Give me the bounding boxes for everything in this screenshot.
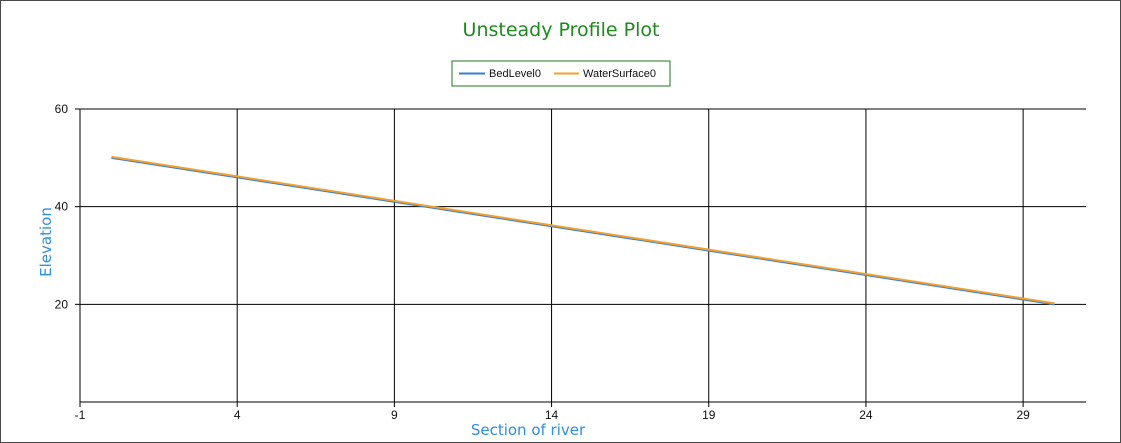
y-tick-label: 40	[55, 200, 69, 214]
axes	[75, 108, 1086, 407]
legend: BedLevel0 WaterSurface0	[451, 60, 671, 87]
x-tick-label: 14	[545, 408, 559, 422]
legend-label-watersurface: WaterSurface0	[583, 68, 656, 80]
y-tick-label: 60	[55, 102, 69, 116]
y-tick-label: 20	[55, 297, 69, 311]
x-tick-label: 19	[702, 408, 716, 422]
tick-labels: -1 4 9 14 19 24 29 20 40 60	[55, 102, 1030, 422]
x-tick-label: 29	[1016, 408, 1030, 422]
y-axis-title: Elevation	[37, 207, 55, 277]
x-tick-label: 9	[391, 408, 398, 422]
legend-label-bedlevel: BedLevel0	[489, 68, 541, 80]
grid	[80, 108, 1086, 402]
x-tick-label: 4	[234, 408, 241, 422]
series-line-watersurface0	[111, 155, 1055, 305]
series-lines	[111, 155, 1055, 306]
x-tick-label: -1	[75, 408, 86, 422]
x-tick-label: 24	[859, 408, 873, 422]
chart-title: Unsteady Profile Plot	[463, 19, 660, 41]
x-axis-title: Section of river	[471, 421, 586, 439]
